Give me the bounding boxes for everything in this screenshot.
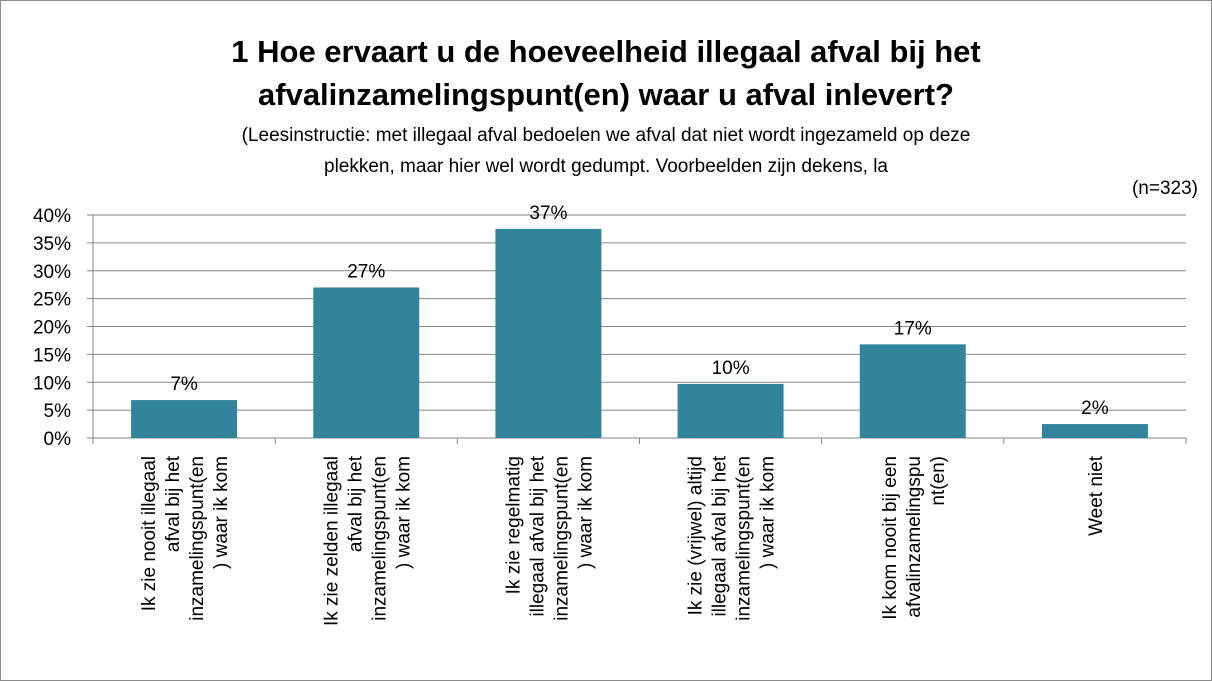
x-category-label: inzamelingspunt(en (369, 456, 390, 621)
data-label: 2% (1081, 398, 1109, 419)
x-category-label: afval bij het (345, 455, 366, 552)
x-category-label: Ik zie nooit illegaal (139, 456, 160, 611)
bar (677, 383, 784, 438)
bar (495, 228, 602, 438)
gridlines (93, 214, 1186, 411)
x-category-label: afval bij het (163, 455, 184, 552)
chart-title-line-1: 1 Hoe ervaart u de hoeveelheid illegaal … (231, 34, 981, 69)
data-label: 17% (894, 318, 932, 339)
bar (131, 400, 238, 438)
y-tick-label: 40% (33, 206, 71, 227)
y-tick-label: 35% (33, 234, 71, 255)
x-category-label: afvalinzamelingspu (904, 456, 925, 618)
x-category-label: illegaal afval bij het (710, 455, 731, 616)
x-category-label: Ik kom nooit bij een (880, 456, 901, 620)
bar (1041, 424, 1148, 438)
chart-subtitle-line-1: (Leesinstructie: met illegaal afval bedo… (241, 125, 971, 146)
x-category-label: Ik zie regelmatig (503, 456, 524, 594)
x-category-label: ) waar ik kom (575, 456, 596, 569)
chart-title-line-2: afvalinzamelingspunt(en) waar u afval in… (258, 77, 954, 112)
sample-size-note: (n=323) (1131, 178, 1198, 199)
y-tick-labels: 0% 5% 10% 15% 20% 25% 30% 35% 40% (33, 206, 71, 450)
data-label: 37% (529, 203, 567, 224)
y-tick-label: 30% (33, 262, 71, 283)
data-label: 27% (347, 261, 385, 282)
x-category-label: inzamelingspunt(en (734, 456, 755, 621)
data-labels: 7% 27% 37% 10% 17% 2% (170, 203, 1108, 419)
data-label: 10% (712, 358, 750, 379)
bars (131, 228, 1148, 438)
chart-subtitle: (Leesinstructie: met illegaal afval bedo… (0, 120, 1212, 182)
y-tick-label: 20% (33, 318, 71, 339)
chart-title: 1 Hoe ervaart u de hoeveelheid illegaal … (0, 30, 1212, 116)
x-category-label: Weet niet (1086, 455, 1107, 536)
axes (87, 214, 1187, 444)
x-category-label: illegaal afval bij het (527, 455, 548, 616)
x-category-label: ) waar ik kom (758, 456, 779, 569)
x-category-label: Ik zie zelden illegaal (321, 456, 342, 626)
bar (313, 287, 420, 438)
bar (859, 344, 966, 438)
chart-subtitle-line-2: plekken, maar hier wel wordt gedumpt. Vo… (324, 156, 888, 177)
y-tick-label: 25% (33, 290, 71, 311)
y-tick-label: 10% (33, 373, 71, 394)
y-tick-label: 15% (33, 345, 71, 366)
x-category-label: inzamelingspunt(en (551, 456, 572, 621)
x-category-label: ) waar ik kom (393, 456, 414, 569)
x-category-label: ) waar ik kom (211, 456, 232, 569)
x-category-labels: Ik zie nooit illegaal afval bij het inzame… (139, 455, 1107, 626)
x-category-label: nt(en) (928, 456, 949, 506)
y-tick-label: 5% (44, 401, 72, 422)
data-label: 7% (170, 374, 198, 395)
x-category-label: inzamelingspunt(en (187, 456, 208, 621)
y-tick-label: 0% (44, 429, 72, 450)
x-category-label: Ik zie (vrijwel) altijd (686, 456, 707, 615)
